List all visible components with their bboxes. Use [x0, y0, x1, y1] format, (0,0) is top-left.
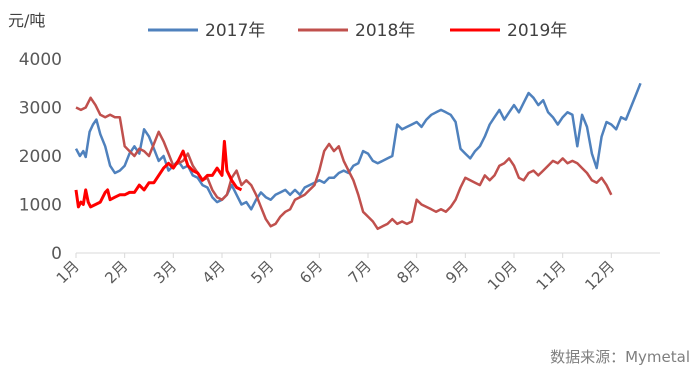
- y-unit-label: 元/吨: [8, 11, 45, 30]
- x-tick-label: 9月: [442, 257, 472, 287]
- y-tick-label: 0: [51, 244, 62, 264]
- y-tick-label: 2000: [19, 147, 62, 167]
- x-tick-label: 8月: [393, 257, 423, 287]
- x-tick-label: 5月: [247, 257, 277, 287]
- x-tick-label: 6月: [296, 257, 326, 287]
- x-tick-label: 10月: [484, 257, 521, 294]
- y-tick-label: 3000: [19, 99, 62, 119]
- x-tick-label: 4月: [199, 257, 229, 287]
- series-line-1: [74, 82, 642, 211]
- legend-label-2: 2018年: [355, 21, 415, 41]
- series-lines: [74, 82, 642, 231]
- x-tick-label: 12月: [581, 257, 618, 294]
- source-note: 数据来源：Mymetal: [550, 348, 690, 366]
- y-tick-label: 1000: [19, 196, 62, 216]
- series-line-2: [75, 96, 613, 231]
- x-tick-label: 7月: [345, 257, 375, 287]
- x-tick-label: 11月: [533, 257, 570, 294]
- y-axis: 0 1000 2000 3000 4000: [19, 50, 62, 264]
- x-tick-label: 3月: [150, 257, 180, 287]
- series-line-3: [74, 139, 243, 209]
- legend: 2017年 2018年 2019年: [148, 21, 567, 41]
- legend-label-3: 2019年: [507, 21, 567, 41]
- x-tick-label: 2月: [101, 257, 131, 287]
- y-tick-label: 4000: [19, 50, 62, 70]
- legend-label-1: 2017年: [205, 21, 265, 41]
- x-axis: 1月 2月 3月 4月 5月 6月 7月 8月 9月 10月 11月 12月: [53, 253, 618, 294]
